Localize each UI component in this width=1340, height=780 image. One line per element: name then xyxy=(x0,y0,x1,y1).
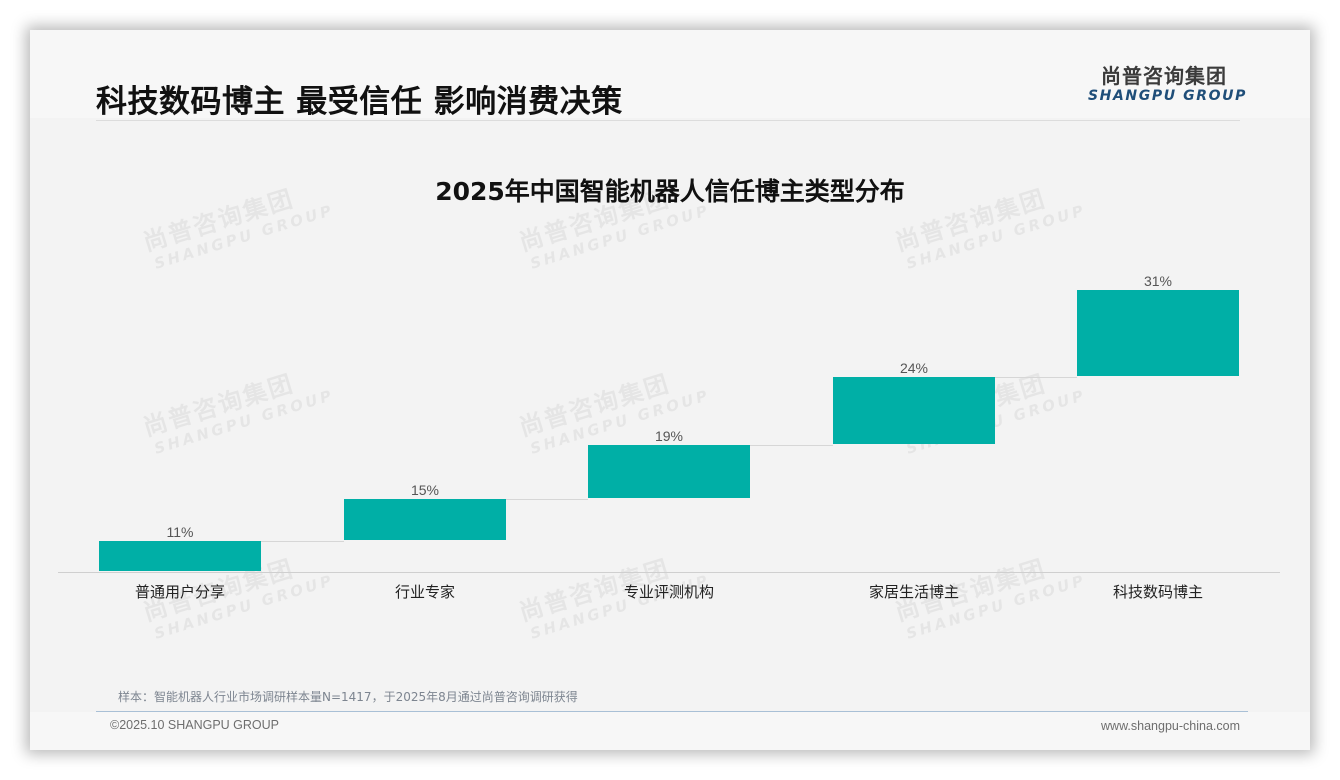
x-axis-baseline xyxy=(58,572,1280,573)
copyright-text: ©2025.10 SHANGPU GROUP xyxy=(110,718,279,732)
bar-value-label: 31% xyxy=(1143,273,1173,289)
category-label: 科技数码博主 xyxy=(1112,583,1203,601)
bar-1[interactable] xyxy=(99,541,261,571)
bar-4[interactable] xyxy=(833,377,995,444)
bar-connector-line xyxy=(261,541,344,542)
chart-title: 2025年中国智能机器人信任博主类型分布 xyxy=(435,177,905,206)
bar-value-label: 15% xyxy=(410,482,440,498)
bar-3[interactable] xyxy=(588,445,750,498)
category-label: 普通用户分享 xyxy=(134,583,225,601)
header-divider xyxy=(96,120,1240,121)
logo-english-text: SHANGPU GROUP xyxy=(1088,88,1247,104)
bar-2[interactable] xyxy=(344,499,506,540)
footer-band xyxy=(30,712,1310,750)
sample-note: 样本：智能机器人行业市场调研样本量N=1417，于2025年8月通过尚普咨询调研… xyxy=(118,690,578,704)
category-label: 家居生活博主 xyxy=(868,583,959,601)
waterfall-bar-chart: 11% 普通用户分享 15% 行业专家 19% 专业评测机构 24% 家居生活博主 31% 科技数… xyxy=(30,30,1310,750)
category-label: 行业专家 xyxy=(394,583,455,601)
bar-value-label: 19% xyxy=(654,428,684,444)
page-title: 科技数码博主 最受信任 影响消费决策 xyxy=(96,84,623,120)
company-logo: 尚普咨询集团 SHANGPU GROUP xyxy=(1088,64,1247,104)
slide: 科技数码博主 最受信任 影响消费决策 尚普咨询集团 SHANGPU GROUP … xyxy=(30,30,1310,750)
bar-connector-line xyxy=(750,445,833,446)
header-band xyxy=(30,30,1310,118)
bar-connector-line xyxy=(995,377,1077,378)
footer-divider xyxy=(96,711,1248,712)
bar-5[interactable] xyxy=(1077,290,1239,376)
website-link[interactable]: www.shangpu-china.com xyxy=(1101,719,1240,733)
bar-connector-line xyxy=(506,499,588,500)
bar-value-label: 24% xyxy=(899,360,929,376)
logo-chinese-text: 尚普咨询集团 xyxy=(1101,64,1227,88)
category-label: 专业评测机构 xyxy=(623,583,714,601)
bar-value-label: 11% xyxy=(166,524,194,540)
